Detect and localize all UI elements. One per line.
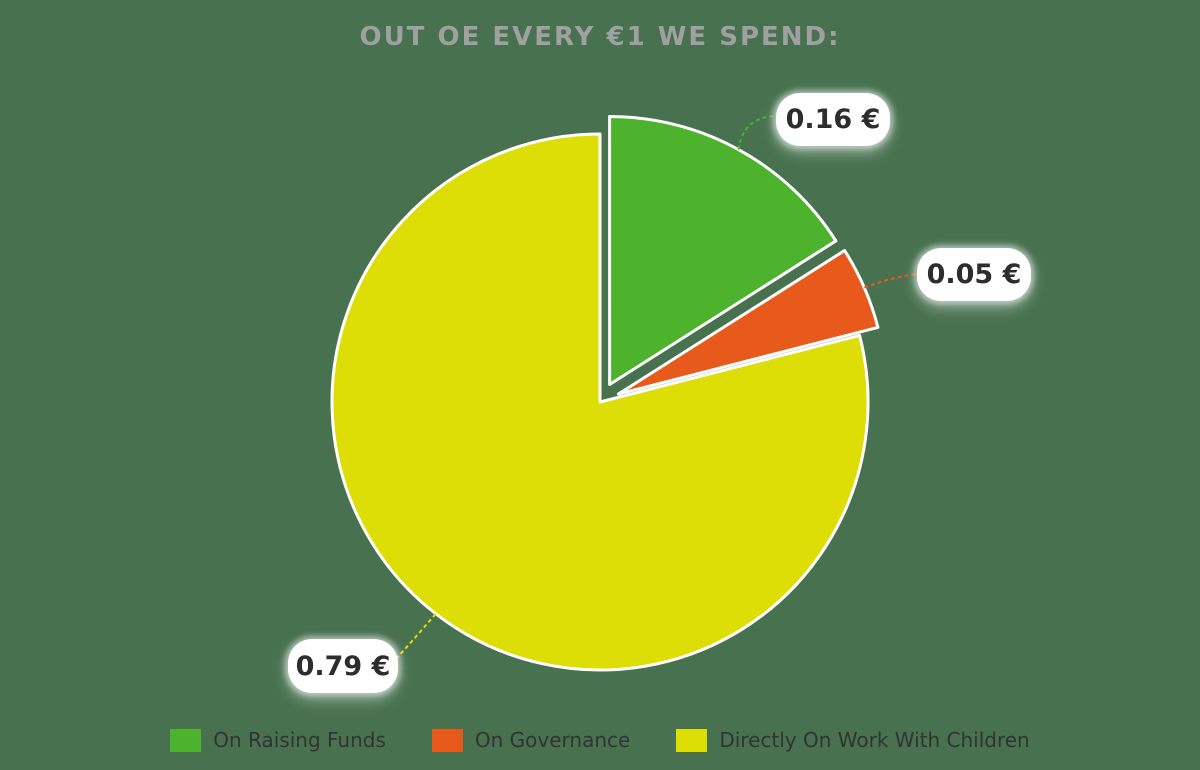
chart-title: OUT OE EVERY €1 WE SPEND:	[359, 22, 841, 52]
legend-item-work-with-children[interactable]: Directly On Work With Children	[676, 728, 1030, 752]
legend: On Raising Funds On Governance Directly …	[0, 728, 1200, 752]
legend-swatch-governance	[431, 728, 463, 752]
leader-line-raising-funds	[737, 115, 779, 150]
legend-label-work-with-children: Directly On Work With Children	[719, 728, 1030, 752]
value-label-governance: 0.05 €	[917, 248, 1031, 301]
legend-label-governance: On Governance	[474, 728, 631, 752]
pie-slice-work-with-children[interactable]	[330, 132, 870, 672]
legend-swatch-raising-funds	[170, 728, 202, 752]
pie-slice-raising-funds[interactable]	[608, 115, 838, 386]
legend-item-governance[interactable]: On Governance	[431, 728, 631, 752]
legend-swatch-work-with-children	[676, 728, 708, 752]
legend-label-raising-funds: On Raising Funds	[213, 728, 386, 752]
value-label-work-with-children: 0.79 €	[288, 639, 398, 693]
leader-line-work-with-children	[393, 613, 437, 662]
pie-slice-governance[interactable]	[616, 249, 880, 396]
leader-line-governance	[863, 273, 918, 289]
legend-item-raising-funds[interactable]: On Raising Funds	[170, 728, 386, 752]
value-label-raising-funds: 0.16 €	[776, 93, 890, 146]
